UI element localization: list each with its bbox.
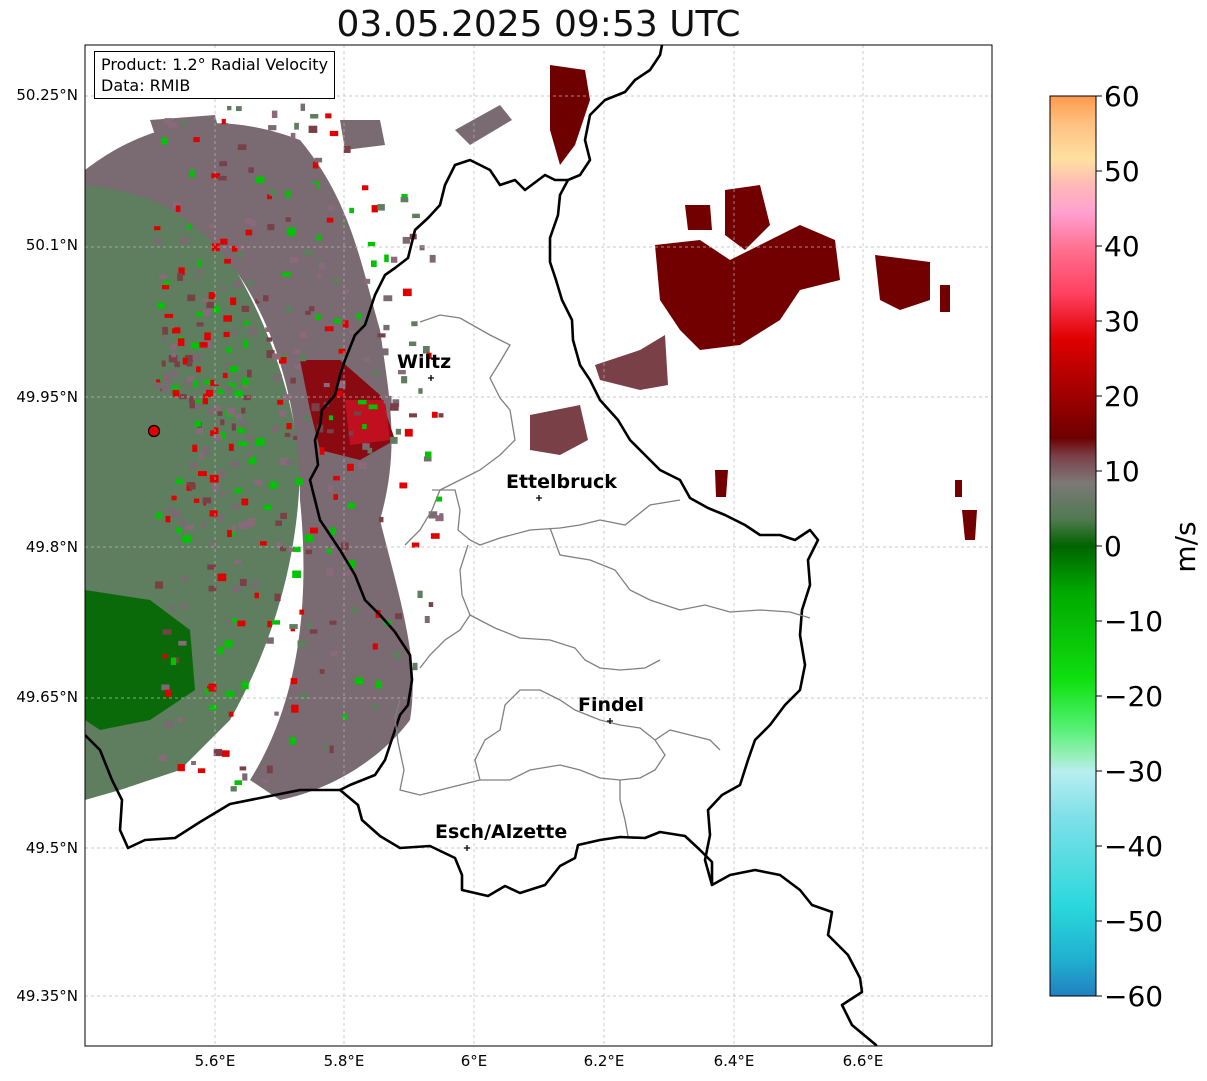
map-frame [84, 44, 993, 1047]
lon-tick-label: 6.6°E [843, 1052, 884, 1070]
ettelbruck-marker [536, 495, 542, 501]
echo-maroon-east [550, 65, 977, 540]
country-borders [85, 45, 878, 1046]
product-info-box: Product: 1.2° Radial Velocity Data: RMIB [94, 51, 336, 99]
echo-scattered-pixels [154, 103, 444, 792]
lon-tick-label: 6.4°E [714, 1052, 755, 1070]
lon-tick-label: 6.2°E [584, 1052, 625, 1070]
city-label-esch-alzette: Esch/Alzette [435, 821, 567, 843]
city-label-wiltz: Wiltz [397, 351, 451, 373]
lon-tick-label: 5.8°E [324, 1052, 365, 1070]
product-line: Product: 1.2° Radial Velocity [101, 55, 329, 74]
lat-tick-label: 50.25°N [16, 86, 78, 104]
data-source-line: Data: RMIB [101, 76, 191, 95]
lon-tick-label: 5.6°E [195, 1052, 236, 1070]
lat-tick-label: 49.65°N [16, 688, 78, 706]
map-title: 03.05.2025 09:53 UTC [336, 4, 741, 45]
wiltz-marker [428, 375, 434, 381]
city-label-findel: Findel [578, 694, 644, 716]
lat-tick-label: 49.95°N [16, 388, 78, 406]
city-markers [428, 375, 613, 851]
lon-tick-label: 6°E [461, 1052, 488, 1070]
esch-alzette-marker [464, 845, 470, 851]
lat-tick-label: 50.1°N [26, 236, 78, 254]
city-label-ettelbruck: Ettelbruck [506, 471, 617, 493]
canton-borders [394, 314, 811, 837]
lat-tick-label: 49.5°N [26, 839, 78, 857]
lat-tick-label: 49.8°N [26, 538, 78, 556]
lat-tick-label: 49.35°N [16, 987, 78, 1005]
radar-site-marker [147, 424, 161, 438]
findel-marker [607, 718, 613, 724]
